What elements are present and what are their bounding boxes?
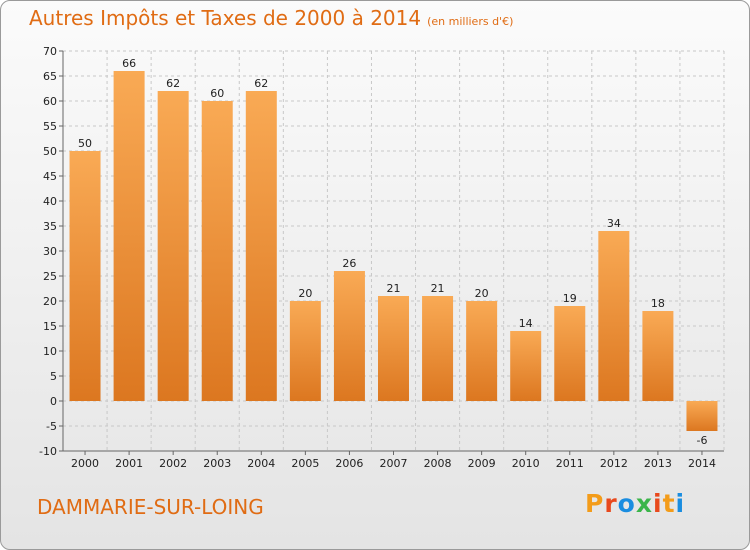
logo-letter: t bbox=[662, 489, 676, 518]
y-tick-label: 5 bbox=[50, 370, 57, 383]
bar-2000 bbox=[69, 151, 101, 401]
data-label: 26 bbox=[342, 257, 356, 270]
y-tick-label: 55 bbox=[43, 120, 57, 133]
logo-letter: x bbox=[635, 489, 653, 518]
bar-2007 bbox=[378, 296, 409, 401]
logo-letter: o bbox=[617, 489, 636, 518]
y-tick-label: 10 bbox=[43, 345, 57, 358]
y-tick-label: -5 bbox=[46, 420, 57, 433]
bar-2001 bbox=[113, 71, 145, 401]
y-tick-label: 50 bbox=[43, 145, 57, 158]
place-name: DAMMARIE-SUR-LOING bbox=[37, 495, 264, 519]
y-tick-label: 15 bbox=[43, 320, 57, 333]
data-label: 66 bbox=[122, 57, 136, 70]
data-label: 14 bbox=[519, 317, 533, 330]
data-label: 19 bbox=[563, 292, 577, 305]
x-tick-label: 2006 bbox=[335, 457, 363, 470]
x-tick-label: 2012 bbox=[600, 457, 628, 470]
x-tick-label: 2011 bbox=[556, 457, 584, 470]
data-label: 60 bbox=[210, 87, 224, 100]
bar-2004 bbox=[245, 91, 277, 401]
data-label: -6 bbox=[696, 434, 707, 447]
data-label: 18 bbox=[651, 297, 665, 310]
bar-2011 bbox=[554, 306, 586, 401]
bar-2013 bbox=[642, 311, 674, 401]
bar-2005 bbox=[289, 301, 321, 401]
x-tick-label: 2002 bbox=[159, 457, 187, 470]
x-tick-label: 2003 bbox=[203, 457, 231, 470]
bar-2014 bbox=[686, 401, 718, 431]
logo-letter: i bbox=[653, 489, 663, 518]
proxiti-logo: Proxiti bbox=[585, 489, 685, 518]
y-tick-label: 40 bbox=[43, 195, 57, 208]
y-tick-label: 30 bbox=[43, 245, 57, 258]
x-tick-label: 2009 bbox=[468, 457, 496, 470]
logo-letter: i bbox=[675, 489, 686, 518]
logo-letter: P bbox=[585, 489, 605, 518]
data-label: 62 bbox=[166, 77, 180, 90]
y-tick-label: 20 bbox=[43, 295, 57, 308]
y-tick-label: 0 bbox=[50, 395, 57, 408]
logo-letter: r bbox=[604, 489, 618, 518]
bar-2003 bbox=[201, 101, 233, 401]
x-tick-label: 2004 bbox=[247, 457, 275, 470]
y-tick-label: 45 bbox=[43, 170, 57, 183]
y-tick-label: 65 bbox=[43, 70, 57, 83]
data-label: 20 bbox=[298, 287, 312, 300]
x-tick-label: 2014 bbox=[688, 457, 716, 470]
x-tick-label: 2000 bbox=[71, 457, 99, 470]
chart-unit: (en milliers d'€) bbox=[427, 15, 514, 28]
data-label: 21 bbox=[431, 282, 445, 295]
x-tick-label: 2013 bbox=[644, 457, 672, 470]
chart-title: Autres Impôts et Taxes de 2000 à 2014 (en… bbox=[29, 6, 513, 30]
x-tick-label: 2001 bbox=[115, 457, 143, 470]
bar-2006 bbox=[333, 271, 365, 401]
y-tick-label: 60 bbox=[43, 95, 57, 108]
y-tick-label: 25 bbox=[43, 270, 57, 283]
data-label: 62 bbox=[254, 77, 268, 90]
bar-2002 bbox=[157, 91, 189, 401]
bar-2009 bbox=[466, 301, 498, 401]
data-label: 21 bbox=[387, 282, 401, 295]
y-tick-label: -10 bbox=[39, 445, 57, 458]
data-label: 20 bbox=[475, 287, 489, 300]
chart-title-text: Autres Impôts et Taxes de 2000 à 2014 bbox=[29, 6, 422, 30]
data-label: 34 bbox=[607, 217, 621, 230]
x-tick-label: 2008 bbox=[424, 457, 452, 470]
y-tick-label: 70 bbox=[43, 45, 57, 58]
bar-2008 bbox=[422, 296, 454, 401]
y-tick-label: 35 bbox=[43, 220, 57, 233]
data-label: 50 bbox=[78, 137, 92, 150]
bar-2012 bbox=[598, 231, 630, 401]
x-tick-label: 2007 bbox=[380, 457, 408, 470]
x-tick-label: 2010 bbox=[512, 457, 540, 470]
bar-2010 bbox=[510, 331, 542, 401]
x-tick-label: 2005 bbox=[291, 457, 319, 470]
